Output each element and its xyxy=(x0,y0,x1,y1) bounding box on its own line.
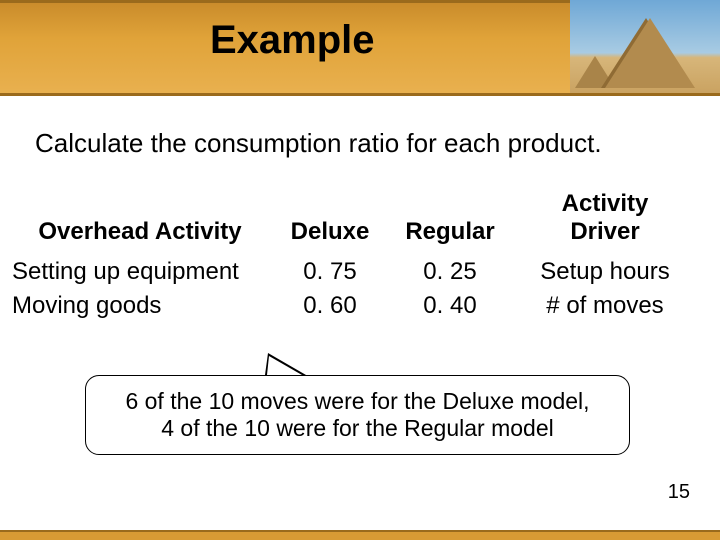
col-header-regular: Regular xyxy=(390,218,510,246)
col-header-driver-line1: Activity xyxy=(510,190,700,218)
callout-tail-fill xyxy=(267,356,302,375)
table-row: Setting up equipment 0. 75 0. 25 Setup h… xyxy=(10,258,720,286)
header-bottom-rule xyxy=(0,93,720,96)
cell-activity: Setting up equipment xyxy=(10,258,270,286)
footer-bar xyxy=(0,530,720,540)
callout-content: 6 of the 10 moves were for the Deluxe mo… xyxy=(85,375,630,455)
callout-line2: 4 of the 10 were for the Regular model xyxy=(104,415,611,442)
col-header-driver-line2: Driver xyxy=(510,218,700,246)
cell-driver: # of moves xyxy=(510,292,700,320)
cell-deluxe: 0. 75 xyxy=(270,258,390,286)
table-header-row: Overhead Activity Deluxe Regular Activit… xyxy=(10,190,720,246)
instruction-text: Calculate the consumption ratio for each… xyxy=(35,128,602,159)
page-number: 15 xyxy=(668,481,690,504)
callout-line1: 6 of the 10 moves were for the Deluxe mo… xyxy=(104,388,611,415)
col-header-driver: Activity Driver xyxy=(510,190,700,246)
cell-regular: 0. 25 xyxy=(390,258,510,286)
cell-regular: 0. 40 xyxy=(390,292,510,320)
consumption-table: Overhead Activity Deluxe Regular Activit… xyxy=(10,190,720,320)
col-header-deluxe: Deluxe xyxy=(270,218,390,246)
slide-title: Example xyxy=(210,18,375,63)
pyramid-image xyxy=(570,0,720,96)
col-header-overhead: Overhead Activity xyxy=(10,218,270,246)
cell-deluxe: 0. 60 xyxy=(270,292,390,320)
cell-activity: Moving goods xyxy=(10,292,270,320)
cell-driver: Setup hours xyxy=(510,258,700,286)
table-row: Moving goods 0. 60 0. 40 # of moves xyxy=(10,292,720,320)
slide-header: Example xyxy=(0,0,720,96)
callout-box: 6 of the 10 moves were for the Deluxe mo… xyxy=(85,375,630,455)
